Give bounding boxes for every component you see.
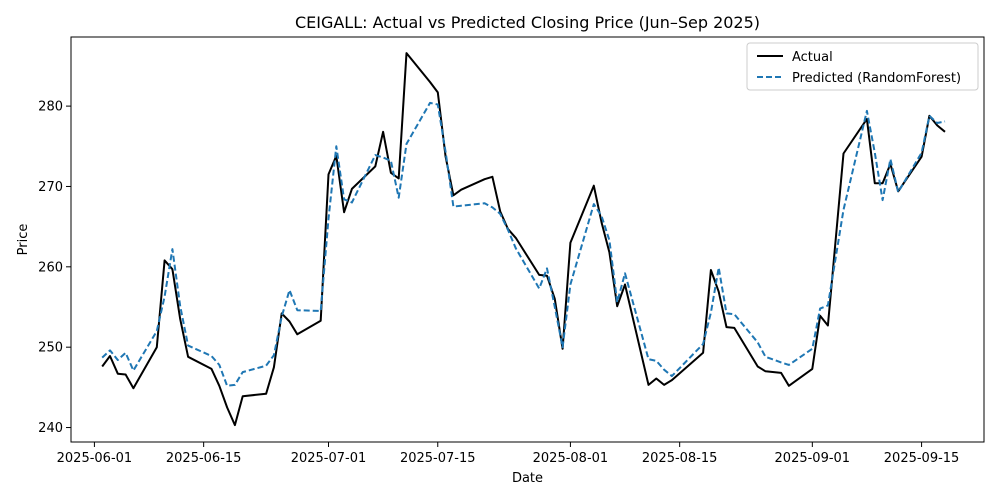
legend-label-actual: Actual bbox=[792, 50, 833, 65]
legend-label-predicted: Predicted (RandomForest) bbox=[792, 71, 961, 86]
series-line-predicted bbox=[101, 101, 946, 387]
y-tick-label: 270 bbox=[38, 180, 63, 195]
x-axis-label: Date bbox=[512, 471, 543, 486]
plot-area bbox=[70, 36, 985, 443]
x-tick-label: 2025-07-15 bbox=[400, 451, 476, 466]
x-tick-label: 2025-08-01 bbox=[533, 451, 609, 466]
x-tick-label: 2025-06-01 bbox=[57, 451, 133, 466]
x-axis: 2025-06-01 2025-06-15 2025-07-01 2025-07-15… bbox=[57, 442, 960, 466]
chart-title: CEIGALL: Actual vs Predicted Closing Pri… bbox=[295, 13, 760, 32]
y-tick-label: 260 bbox=[38, 260, 63, 275]
series-layer bbox=[101, 52, 946, 427]
y-tick-label: 240 bbox=[38, 421, 63, 436]
legend: Actual Predicted (RandomForest) bbox=[746, 42, 979, 91]
y-tick-label: 250 bbox=[38, 341, 63, 356]
x-tick-label: 2025-07-01 bbox=[291, 451, 367, 466]
x-tick-label: 2025-09-15 bbox=[884, 451, 960, 466]
y-axis: 240 250 260 270 280 bbox=[38, 100, 71, 436]
y-tick-label: 280 bbox=[38, 100, 63, 115]
plot-frame bbox=[70, 36, 985, 443]
x-tick-label: 2025-08-15 bbox=[642, 451, 718, 466]
x-tick-label: 2025-09-01 bbox=[775, 451, 851, 466]
y-axis-label: Price bbox=[16, 224, 31, 256]
x-tick-label: 2025-06-15 bbox=[166, 451, 242, 466]
legend-box bbox=[746, 42, 979, 91]
